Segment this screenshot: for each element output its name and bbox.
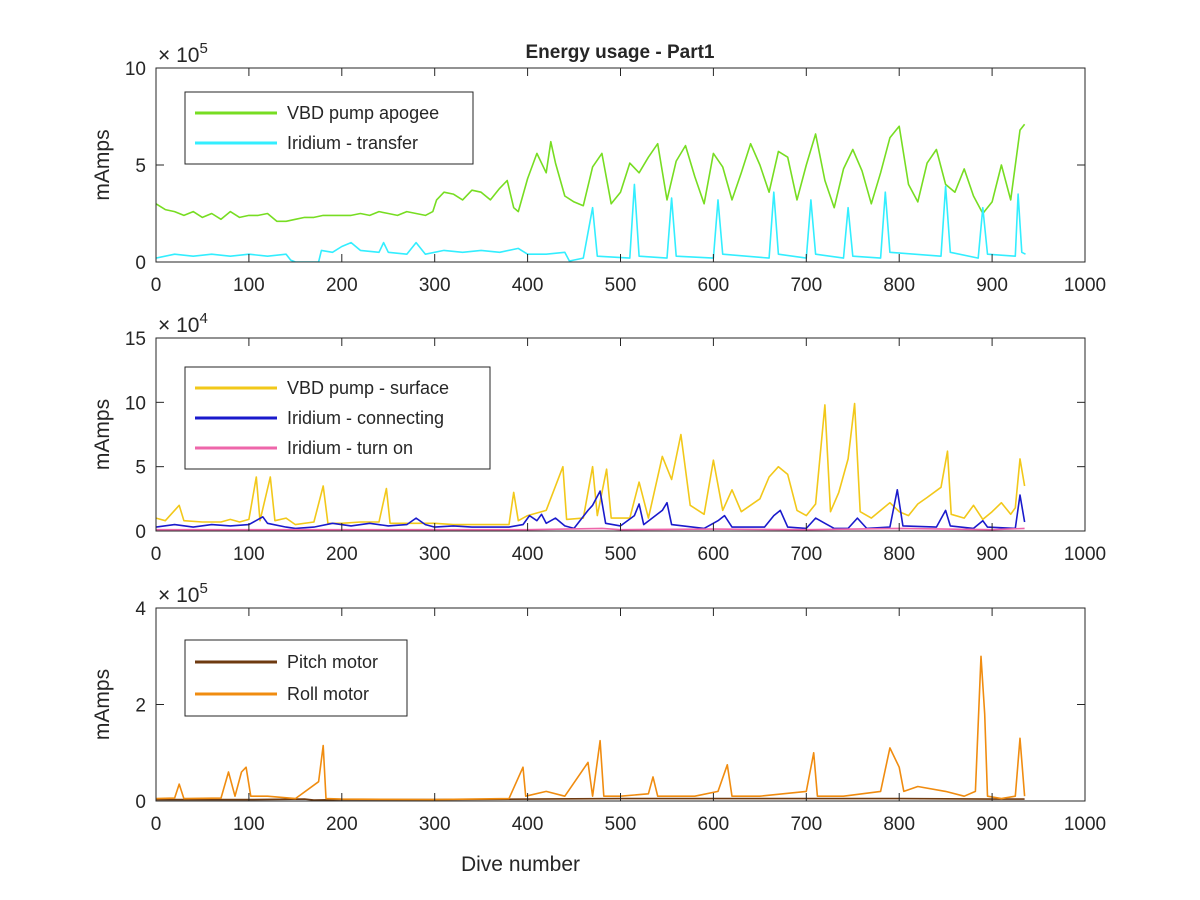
legend: VBD pump - surface Iridium - connecting Ir… bbox=[184, 366, 491, 470]
y-tick-label: 5 bbox=[135, 156, 146, 177]
x-axis-label: Dive number bbox=[461, 853, 580, 876]
y-tick-label: 0 bbox=[135, 253, 146, 274]
y-axis-label: mAmps bbox=[91, 129, 114, 200]
y-axis-label: mAmps bbox=[91, 399, 114, 470]
x-tick-label: 600 bbox=[698, 814, 730, 835]
y-tick-label: 2 bbox=[135, 696, 146, 717]
x-tick-label: 0 bbox=[151, 544, 162, 565]
x-tick-label: 300 bbox=[419, 814, 451, 835]
series-line-1-1 bbox=[156, 123, 1026, 223]
series-line-3-1 bbox=[156, 797, 1025, 801]
figure-title: Energy usage - Part1 bbox=[525, 42, 714, 63]
x-tick-label: 500 bbox=[605, 544, 637, 565]
series-line-2-3 bbox=[156, 527, 1025, 531]
x-tick-label: 0 bbox=[151, 275, 162, 296]
x-tick-label: 500 bbox=[605, 814, 637, 835]
legend-entry-label: Iridium - turn on bbox=[287, 438, 413, 458]
legend-entry-label: Iridium - transfer bbox=[287, 133, 418, 153]
x-tick-label: 100 bbox=[233, 814, 265, 835]
legend: VBD pump apogee Iridium - transfer bbox=[184, 91, 474, 165]
y-exponent-label: × 105 bbox=[158, 580, 208, 607]
series-group bbox=[156, 123, 1026, 262]
legend-entry-label: VBD pump - surface bbox=[287, 378, 449, 398]
series-group bbox=[156, 402, 1026, 531]
x-tick-label: 400 bbox=[512, 544, 544, 565]
legend-entry-label: Roll motor bbox=[287, 684, 369, 704]
legend-box bbox=[184, 91, 474, 165]
subplot-2: 0 100 200 300 400 500 600 700 800 900 1000 0 5 10 15 × … bbox=[91, 310, 1106, 565]
legend-box bbox=[184, 639, 408, 717]
x-tick-label: 300 bbox=[419, 275, 451, 296]
legend-entry-label: Pitch motor bbox=[287, 652, 378, 672]
x-tick-label: 300 bbox=[419, 544, 451, 565]
legend-entry-label: Iridium - connecting bbox=[287, 408, 444, 428]
x-tick-label: 600 bbox=[698, 544, 730, 565]
y-tick-label: 4 bbox=[135, 599, 146, 620]
x-tick-label: 1000 bbox=[1064, 814, 1106, 835]
x-tick-label: 800 bbox=[883, 814, 915, 835]
x-tick-label: 200 bbox=[326, 275, 358, 296]
x-tick-label: 900 bbox=[976, 275, 1008, 296]
y-exponent-label: × 105 bbox=[158, 40, 208, 67]
x-tick-label: 500 bbox=[605, 275, 637, 296]
x-tick-label: 200 bbox=[326, 544, 358, 565]
legend: Pitch motor Roll motor bbox=[184, 639, 408, 717]
series-line-1-2 bbox=[156, 183, 1026, 262]
x-tick-label: 800 bbox=[883, 544, 915, 565]
series-line-2-1 bbox=[156, 402, 1026, 526]
series-line-3-2 bbox=[156, 655, 1026, 801]
subplot-3: 0 100 200 300 400 500 600 700 800 900 1000 0 2 4 × 105… bbox=[91, 580, 1106, 876]
x-tick-label: 800 bbox=[883, 275, 915, 296]
y-tick-label: 0 bbox=[135, 792, 146, 813]
x-tick-label: 200 bbox=[326, 814, 358, 835]
x-tick-label: 400 bbox=[512, 814, 544, 835]
legend-entry-label: VBD pump apogee bbox=[287, 103, 439, 123]
x-tick-label: 900 bbox=[976, 544, 1008, 565]
x-tick-label: 1000 bbox=[1064, 544, 1106, 565]
x-tick-label: 100 bbox=[233, 544, 265, 565]
x-tick-label: 700 bbox=[790, 275, 822, 296]
x-tick-label: 600 bbox=[698, 275, 730, 296]
x-tick-label: 1000 bbox=[1064, 275, 1106, 296]
x-tick-label: 0 bbox=[151, 814, 162, 835]
series-line-2-2 bbox=[156, 489, 1026, 530]
y-tick-label: 10 bbox=[125, 59, 146, 80]
subplot-1: 0 100 200 300 400 500 600 700 800 900 1000 0 5 10 × 10… bbox=[91, 40, 1106, 296]
x-tick-label: 400 bbox=[512, 275, 544, 296]
x-tick-label: 700 bbox=[790, 544, 822, 565]
y-tick-label: 15 bbox=[125, 329, 146, 350]
y-exponent-label: × 104 bbox=[158, 310, 208, 337]
x-tick-label: 700 bbox=[790, 814, 822, 835]
x-tick-label: 100 bbox=[233, 275, 265, 296]
y-tick-label: 10 bbox=[125, 393, 146, 414]
x-tick-label: 900 bbox=[976, 814, 1008, 835]
y-axis-label: mAmps bbox=[91, 669, 114, 740]
y-tick-label: 5 bbox=[135, 458, 146, 479]
y-tick-label: 0 bbox=[135, 522, 146, 543]
